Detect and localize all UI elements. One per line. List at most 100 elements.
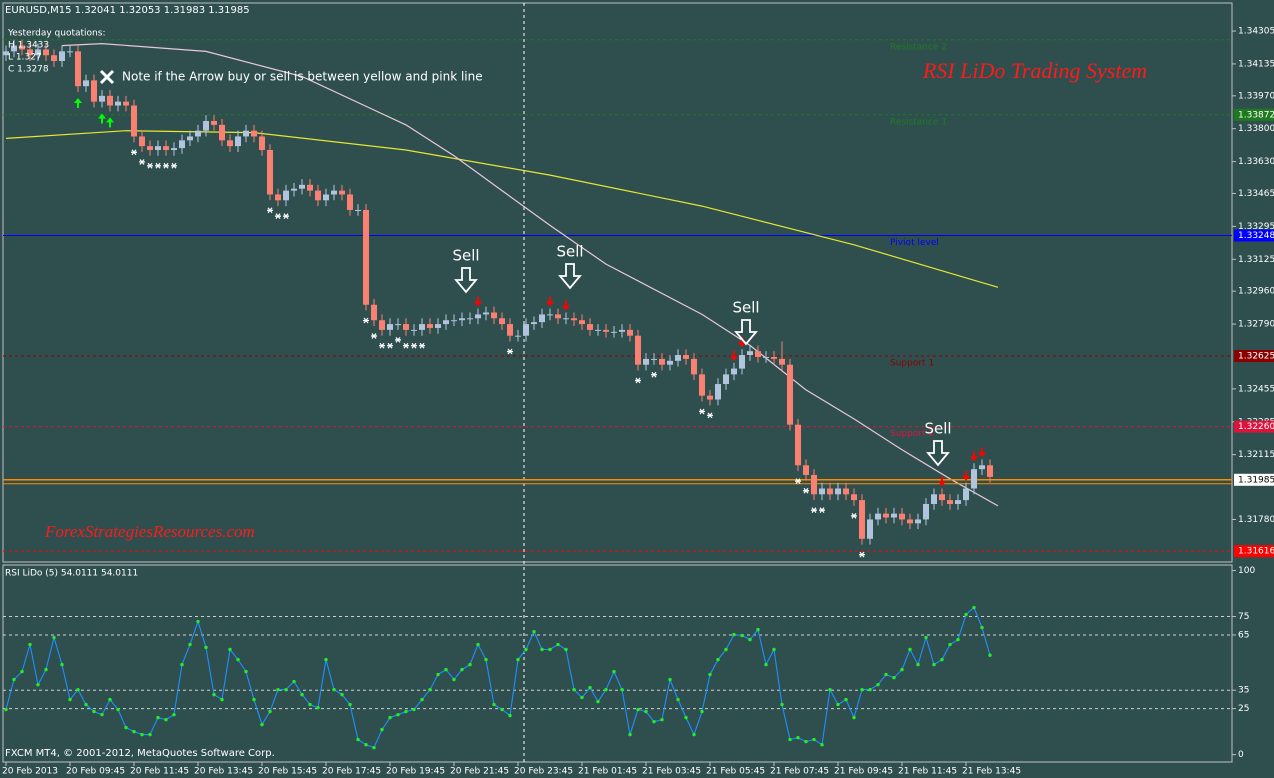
rsi-point — [852, 715, 856, 720]
candle-body — [891, 513, 897, 518]
candle-body — [155, 146, 161, 151]
candle-body — [27, 49, 33, 56]
y-tick-label: 65 — [1238, 630, 1249, 640]
candle-body — [163, 146, 169, 151]
rsi-point — [972, 605, 976, 610]
rsi-point — [764, 662, 768, 667]
rsi-point — [20, 669, 24, 674]
x-tick-label: 21 Feb 11:45 — [898, 767, 957, 777]
x-tick-label: 21 Feb 07:45 — [770, 767, 829, 777]
candle-body — [955, 500, 961, 504]
signal-star — [171, 162, 177, 169]
candle-body — [363, 209, 369, 305]
rsi-point — [756, 627, 760, 632]
candle-body — [483, 312, 489, 315]
candle-body — [827, 488, 833, 495]
rsi-point — [940, 657, 944, 662]
rsi-point — [244, 669, 248, 674]
candle-body — [307, 184, 313, 191]
candle-body — [51, 55, 57, 62]
rsi-point — [140, 732, 144, 737]
candle-body — [403, 324, 409, 330]
candle-body — [931, 494, 937, 504]
signal-star — [699, 408, 705, 415]
candle-body — [579, 320, 585, 325]
candle-body — [259, 136, 265, 151]
candle-body — [643, 358, 649, 365]
candle-body — [371, 304, 377, 321]
rsi-point — [388, 715, 392, 720]
rsi-point — [420, 697, 424, 702]
candle-body — [91, 80, 97, 102]
rsi-point — [356, 737, 360, 742]
candle-body — [787, 364, 793, 425]
rsi-point — [332, 687, 336, 692]
candle-body — [491, 312, 497, 319]
level-box — [1234, 108, 1274, 121]
candle-body — [75, 51, 81, 87]
rsi-point — [604, 687, 608, 692]
rsi-point — [540, 647, 544, 652]
rsi-point — [276, 687, 280, 692]
candle-body — [195, 130, 201, 137]
rsi-point — [268, 709, 272, 714]
signal-star — [419, 342, 425, 349]
candle-body — [763, 356, 769, 358]
candle-body — [819, 488, 825, 495]
signal-star — [707, 412, 713, 419]
rsi-point — [476, 642, 480, 647]
y-tick-label: 1.33970 — [1238, 91, 1274, 101]
level-box — [1234, 229, 1274, 242]
candle-body — [715, 384, 721, 400]
rsi-point — [740, 633, 744, 638]
candle-body — [427, 324, 433, 328]
rsi-point — [36, 682, 40, 687]
signal-star — [131, 149, 137, 156]
candle-body — [219, 124, 225, 141]
rsi-point — [460, 667, 464, 672]
signal-star — [387, 342, 393, 349]
rsi-point — [196, 619, 200, 624]
candle-body — [515, 335, 521, 337]
rsi-point — [804, 739, 808, 744]
candle-body — [315, 190, 321, 201]
candle-body — [875, 513, 881, 520]
sell-annotation: Sell — [924, 420, 951, 438]
candle-body — [627, 329, 633, 336]
candle-body — [171, 148, 177, 151]
rsi-point — [900, 667, 904, 672]
rsi-line — [5, 606, 991, 749]
candle-body — [227, 140, 233, 147]
candle-body — [859, 500, 865, 539]
rsi-point — [164, 717, 168, 722]
sell-arrow — [962, 470, 970, 481]
candle-body — [235, 136, 241, 147]
rsi-point — [68, 697, 72, 702]
x-tick-label: 21 Feb 03:45 — [642, 767, 701, 777]
x-tick-label: 20 Feb 11:45 — [130, 767, 189, 777]
rsi-point — [564, 647, 568, 652]
sell-arrow — [938, 476, 946, 487]
candle-body — [779, 358, 785, 365]
candle-body — [811, 474, 817, 495]
y-tick-label: 1.32115 — [1238, 450, 1274, 460]
signal-star — [363, 317, 369, 324]
candle-body — [411, 329, 417, 331]
candle-body — [795, 424, 801, 466]
rsi-point — [300, 692, 304, 697]
rsi-point — [364, 742, 368, 747]
signal-star — [635, 377, 641, 384]
yesterday-high: H 1.3433 — [8, 41, 49, 51]
signal-star — [139, 159, 145, 165]
candle-body — [395, 324, 401, 326]
candle-body — [851, 494, 857, 501]
candle-body — [803, 465, 809, 475]
rsi-frame — [2, 564, 1233, 763]
candle-body — [339, 190, 345, 195]
rsi-point — [220, 697, 224, 702]
candle-body — [203, 120, 209, 131]
candle-body — [475, 314, 481, 319]
candle-body — [771, 356, 777, 359]
rsi-point — [596, 699, 600, 704]
